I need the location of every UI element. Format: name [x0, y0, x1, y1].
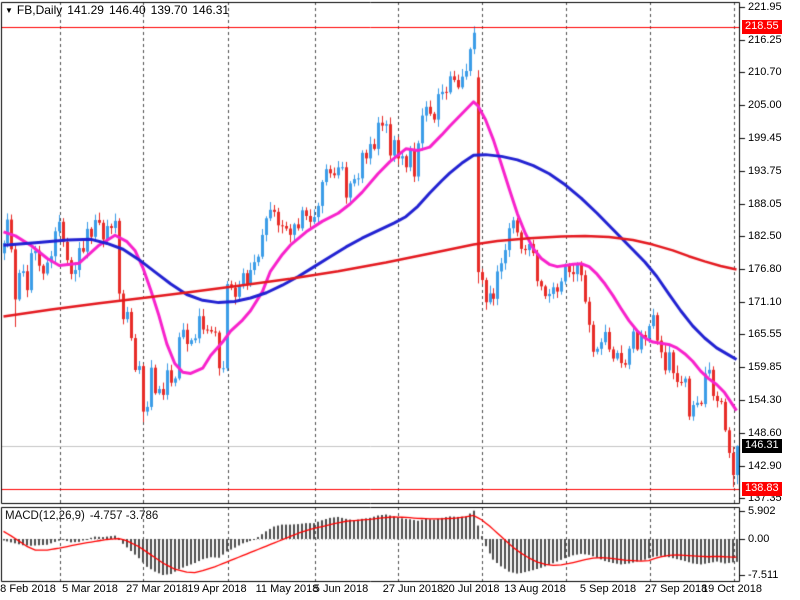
- ohlc-open: 141.29: [67, 3, 104, 17]
- symbol-dropdown-icon[interactable]: ▼: [5, 6, 13, 15]
- symbol-info-bar: ▼ FB,Daily 141.29 146.40 139.70 146.31: [5, 3, 229, 17]
- macd-name: MACD(12,26,9): [5, 510, 85, 522]
- macd-values: -4.757 -3.786: [89, 510, 159, 522]
- ohlc-high: 146.40: [108, 3, 146, 17]
- macd-indicator-label: MACD(12,26,9) -4.757 -3.786: [5, 510, 158, 522]
- symbol-period-label: FB,Daily: [16, 3, 63, 17]
- ohlc-close: 146.31: [192, 3, 230, 17]
- ohlc-low: 139.70: [150, 3, 188, 17]
